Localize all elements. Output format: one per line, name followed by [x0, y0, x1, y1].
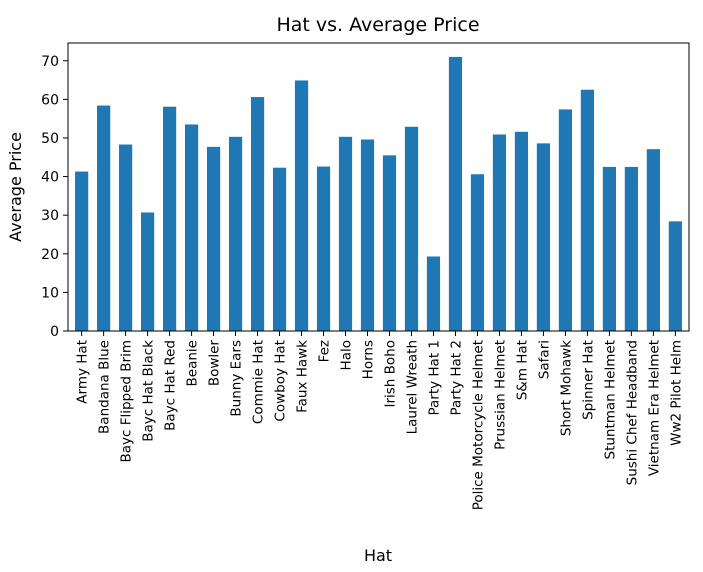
bar — [492, 134, 507, 331]
bar — [426, 256, 441, 331]
x-tick-label: Commie Hat — [251, 340, 267, 424]
x-tick-label: Laurel Wreath — [404, 340, 420, 434]
bar — [97, 105, 111, 331]
x-tick-label: Beanie — [185, 340, 201, 386]
x-tick-label: Sushi Chef Headband — [624, 340, 640, 485]
x-tick-label: Stuntman Helmet — [602, 340, 618, 460]
y-tick-label: 40 — [41, 170, 59, 186]
bar — [580, 89, 594, 332]
x-tick-label: Short Mohawk — [558, 340, 574, 436]
x-tick-label: Safari — [536, 340, 552, 379]
y-tick-label: 20 — [41, 247, 59, 263]
bar — [250, 97, 265, 331]
x-tick-label: Irish Boho — [382, 340, 398, 408]
bar — [75, 171, 89, 331]
bar — [646, 149, 660, 331]
x-tick-label: Cowboy Hat — [273, 340, 289, 422]
x-tick-label: S&m Hat — [514, 340, 530, 400]
bar — [536, 143, 551, 331]
y-tick-label: 0 — [50, 324, 59, 340]
x-tick-label: Bowler — [207, 340, 223, 387]
x-tick-label: Bunny Ears — [229, 340, 245, 417]
chart-title: Hat vs. Average Price — [276, 14, 479, 36]
bar — [228, 136, 243, 331]
plot-area — [67, 42, 690, 332]
x-axis-label: Hat — [364, 546, 392, 565]
bar — [119, 144, 133, 331]
x-tick-label: Party Hat 2 — [448, 340, 464, 416]
bar — [338, 136, 353, 331]
x-tick-label: Horns — [361, 340, 377, 379]
bar — [272, 167, 287, 331]
plot-frame — [67, 42, 690, 332]
bar — [163, 106, 177, 331]
y-axis-label: Average Price — [6, 132, 25, 242]
x-tick-label: Army Hat — [75, 340, 91, 404]
bar — [316, 166, 331, 331]
x-tick-label: Spinner Hat — [580, 340, 596, 420]
y-tick-label: 10 — [41, 285, 59, 301]
bar — [294, 80, 309, 331]
y-tick-label: 70 — [41, 54, 59, 70]
y-tick-label: 60 — [41, 92, 59, 108]
x-tick-label: Bayc Flipped Brim — [119, 340, 135, 463]
bar — [602, 166, 616, 331]
bar — [360, 139, 375, 331]
y-axis: 0 10 20 30 40 50 60 70 — [41, 54, 68, 340]
x-axis: Army Hat Bandana Blue Bayc Flipped Brim Bay… — [75, 331, 684, 510]
x-tick-label: Faux Hawk — [295, 340, 311, 413]
bar — [668, 221, 682, 331]
bar — [470, 174, 485, 331]
y-tick-label: 30 — [41, 208, 59, 224]
bar — [382, 155, 397, 331]
bar — [206, 146, 221, 331]
x-tick-label: Bayc Hat Red — [163, 340, 179, 431]
bar — [514, 131, 529, 331]
x-tick-label: Ww2 Pilot Helm — [668, 340, 684, 446]
bar — [558, 109, 573, 332]
y-tick-label: 50 — [41, 131, 59, 147]
bar — [624, 166, 638, 331]
bar — [404, 126, 419, 332]
x-tick-label: Vietnam Era Helmet — [646, 340, 662, 476]
bar — [448, 56, 463, 332]
x-tick-label: Bandana Blue — [97, 340, 113, 434]
x-tick-label: Bayc Hat Black — [141, 340, 157, 442]
x-tick-label: Halo — [339, 340, 355, 370]
x-tick-label: Party Hat 1 — [426, 340, 442, 416]
x-tick-label: Prussian Helmet — [492, 340, 508, 450]
bar — [141, 212, 155, 331]
bar — [184, 124, 199, 332]
x-tick-label: Fez — [317, 340, 333, 362]
x-tick-label: Police Motorcycle Helmet — [470, 340, 486, 510]
